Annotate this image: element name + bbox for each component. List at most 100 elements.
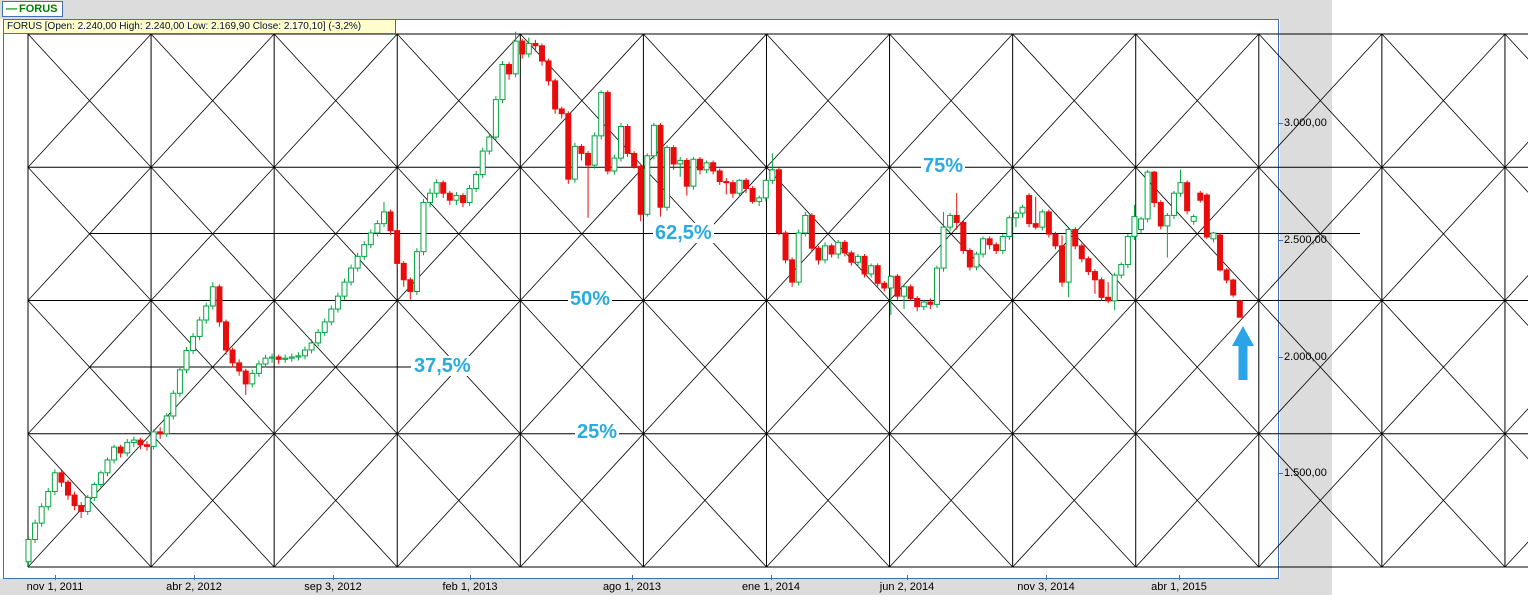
candle-body [1065,228,1072,283]
candle-body [854,255,861,263]
candle-body [585,152,592,166]
candle-body [736,179,743,194]
candle-body [868,265,875,275]
price-axis-label: 2.500,00 [1284,234,1327,246]
candle-body [361,244,368,257]
candle-body [894,275,901,297]
candle-body [769,169,776,181]
candle-body [822,245,829,261]
candle-body [137,439,144,446]
candle-body [492,99,499,138]
gann-label-25[interactable]: 25% [575,421,620,443]
time-axis-tick [1046,575,1047,580]
candle-body [1059,245,1066,283]
candle-body [953,214,960,223]
candle-body [196,319,203,337]
candle-body [446,192,453,201]
gann-label-375[interactable]: 37,5% [412,355,473,377]
candle-body [565,113,572,180]
candle-body [611,157,618,172]
candle-body [532,42,539,47]
candle-body [1052,233,1059,247]
candle-body [1203,194,1210,238]
candle-body [552,80,559,110]
candle-body [624,126,631,154]
time-axis-tick [1179,575,1180,580]
candle-body [84,496,91,512]
gann-grid [27,33,1528,568]
candle-body [683,159,690,187]
time-axis[interactable]: nov 1, 2011 abr 2, 2012 sep 3, 2012 feb 1, … [0,575,1328,595]
time-axis-tick [470,575,471,580]
candle-body [1197,192,1204,201]
candle-body [473,173,480,190]
candle-body [848,252,855,263]
candle-body [440,182,447,194]
candle-body [78,505,85,512]
candle-body [1184,182,1191,212]
candle-body [808,214,815,249]
legend-line-icon: — [6,3,17,15]
candle-body [690,158,697,187]
candle-body [334,295,341,310]
candle-body [986,238,993,246]
time-axis-tick [907,575,908,580]
candle-body [97,472,104,486]
candle-body [1131,216,1138,237]
candle-body [637,165,644,215]
candle-body [1118,264,1125,276]
candle-body [262,357,269,365]
gann-level-lines[interactable] [90,233,1360,368]
price-axis-tick [1278,473,1283,474]
candle-body [696,158,703,171]
candle-body [236,362,243,372]
candle-body [743,179,750,190]
candle-body [887,275,894,289]
candle-body [91,484,98,498]
candle-body [301,349,308,357]
candle-body [729,182,736,194]
candle-body [1236,300,1243,318]
candle-body [861,255,868,275]
time-axis-label: ene 1, 2014 [741,581,801,593]
candle-body [466,188,473,204]
candle-body [499,64,506,101]
legend-box[interactable]: — FORUS [2,1,63,17]
candle-body [795,232,802,283]
candle-body [130,439,137,443]
candle-body [874,265,881,284]
candle-body [433,182,440,194]
candle-body [222,321,229,351]
candle-body [354,255,361,269]
candle-body [321,321,328,333]
gann-label-75[interactable]: 75% [921,155,966,177]
gann-label-50[interactable]: 50% [568,288,613,310]
gann-label-625[interactable]: 62,5% [653,221,714,244]
candle-body [348,267,355,283]
candle-body [387,211,394,232]
candle-body [315,331,322,344]
candle-body [631,152,638,167]
candle-body [183,349,190,371]
candle-body [966,250,973,268]
candle-body [209,286,216,307]
candle-body [453,195,460,201]
price-axis-label: 1.500,00 [1284,467,1327,479]
price-axis[interactable]: 3.000,00 2.500,00 2.000,00 1.500,00 [1278,0,1332,595]
candle-body [1039,211,1046,228]
candle-body [143,444,150,447]
candle-body [255,363,262,374]
candle-body [190,335,197,351]
candle-body [150,431,157,447]
candle-body [756,197,763,202]
candle-body [993,244,1000,252]
candle-body [677,159,684,165]
candle-body [1210,232,1217,240]
legend-symbol: FORUS [19,3,58,15]
up-arrow-annotation[interactable] [1232,326,1254,380]
candle-body [525,42,532,55]
candle-body [413,251,420,292]
candle-body [973,253,980,268]
